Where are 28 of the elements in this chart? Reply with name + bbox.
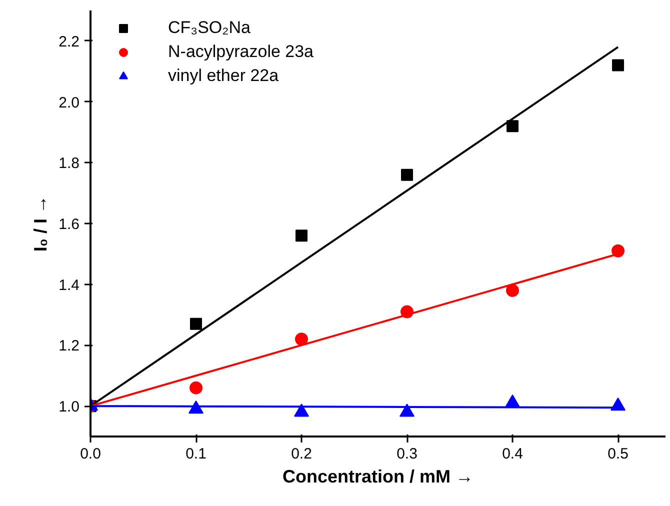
y-tick-label: 1.4 (58, 276, 80, 294)
point (506, 120, 519, 132)
y-tick-label: 1.2 (58, 338, 80, 355)
x-axis-title: Concentration / mM → (282, 466, 474, 486)
legend-label: N-acylpyrazole 23a (168, 42, 314, 62)
y-tick-label: 1.6 (58, 216, 80, 233)
point (295, 332, 308, 346)
point (190, 318, 202, 330)
x-tick-label: 0.2 (291, 446, 312, 462)
y-tick-label: 1.8 (58, 155, 80, 172)
point (612, 59, 624, 72)
x-tick-label: 0.0 (80, 446, 101, 462)
legend-label: CF₃SO₂Na (168, 18, 250, 38)
point (296, 230, 308, 242)
point (401, 168, 414, 181)
point (506, 284, 520, 297)
x-tick-label: 0.4 (502, 446, 523, 462)
legend-label: vinyl ether 22a (168, 66, 279, 86)
x-tick-label: 0.5 (608, 446, 628, 462)
y-tick-label: 2.0 (58, 94, 80, 112)
y-tick-label: 2.2 (58, 33, 80, 50)
point (294, 404, 310, 417)
x-tick-label: 0.1 (186, 446, 206, 462)
x-tick-label: 0.3 (396, 446, 418, 462)
point (612, 244, 625, 258)
y-tick-label: 1.0 (58, 398, 80, 416)
point (190, 381, 203, 394)
y-axis-title: I₀ / I → (30, 195, 51, 252)
